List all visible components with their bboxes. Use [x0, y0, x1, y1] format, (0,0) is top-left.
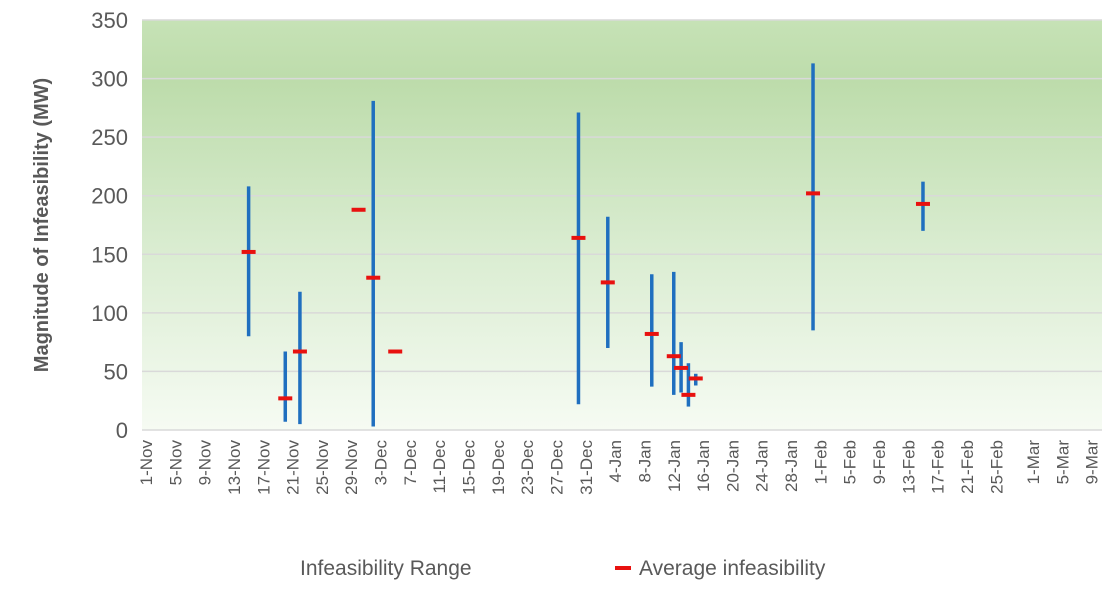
y-tick-label: 300	[91, 67, 128, 92]
x-tick-label: 5-Feb	[841, 440, 860, 484]
legend-average-label: Average infeasibility	[639, 557, 826, 580]
x-tick-label: 21-Nov	[284, 440, 303, 495]
x-tick-label: 28-Jan	[782, 440, 801, 492]
x-tick-label: 4-Jan	[606, 440, 625, 483]
y-tick-label: 50	[104, 359, 128, 384]
x-tick-label: 9-Nov	[196, 440, 215, 486]
plot-area	[142, 20, 1102, 430]
x-tick-label: 16-Jan	[694, 440, 713, 492]
x-tick-label: 3-Dec	[372, 440, 391, 486]
x-tick-label: 15-Dec	[460, 440, 479, 495]
x-tick-label: 11-Dec	[430, 440, 449, 494]
x-tick-label: 27-Dec	[547, 440, 566, 495]
x-tick-label: 13-Feb	[899, 440, 918, 494]
y-tick-label: 200	[91, 184, 128, 209]
x-tick-label: 17-Nov	[254, 440, 273, 495]
y-axis-label: Magnitude of Infeasibility (MW)	[31, 78, 53, 372]
legend-range-label: Infeasibility Range	[300, 557, 472, 580]
x-tick-label: 17-Feb	[929, 440, 948, 494]
x-tick-label: 1-Mar	[1024, 440, 1043, 485]
gridlines	[142, 19, 1102, 431]
x-tick-label: 29-Nov	[342, 440, 361, 495]
legend: Infeasibility Range Average infeasibilit…	[300, 557, 826, 580]
x-tick-label: 1-Nov	[137, 440, 156, 486]
x-tick-label: 25-Nov	[313, 440, 332, 495]
average-series	[241, 191, 930, 401]
x-tick-label: 24-Jan	[753, 440, 772, 492]
x-tick-label: 9-Mar	[1083, 440, 1102, 485]
x-tick-label: 25-Feb	[987, 440, 1006, 494]
x-tick-label: 20-Jan	[723, 440, 742, 492]
x-tick-label: 1-Feb	[811, 440, 830, 484]
y-axis-ticks: 0 50 100 150 200 250 300 350	[91, 8, 128, 443]
x-tick-label: 5-Mar	[1053, 440, 1072, 485]
x-tick-label: 12-Jan	[665, 440, 684, 492]
x-tick-label: 9-Feb	[870, 440, 889, 484]
x-axis-ticks: 1-Nov 5-Nov 9-Nov 13-Nov 17-Nov 21-Nov 25-Nov 2…	[137, 440, 1102, 495]
y-tick-label: 350	[91, 8, 128, 33]
y-tick-label: 250	[91, 125, 128, 150]
x-tick-label: 7-Dec	[401, 440, 420, 486]
x-tick-label: 5-Nov	[166, 440, 185, 486]
y-tick-label: 100	[91, 301, 128, 326]
x-tick-label: 13-Nov	[225, 440, 244, 495]
y-tick-label: 150	[91, 242, 128, 267]
x-tick-label: 23-Dec	[518, 440, 537, 495]
y-tick-label: 0	[116, 418, 128, 443]
x-tick-label: 8-Jan	[635, 440, 654, 483]
x-tick-label: 31-Dec	[577, 440, 596, 495]
x-tick-label: 21-Feb	[958, 440, 977, 494]
x-tick-label: 19-Dec	[489, 440, 508, 495]
